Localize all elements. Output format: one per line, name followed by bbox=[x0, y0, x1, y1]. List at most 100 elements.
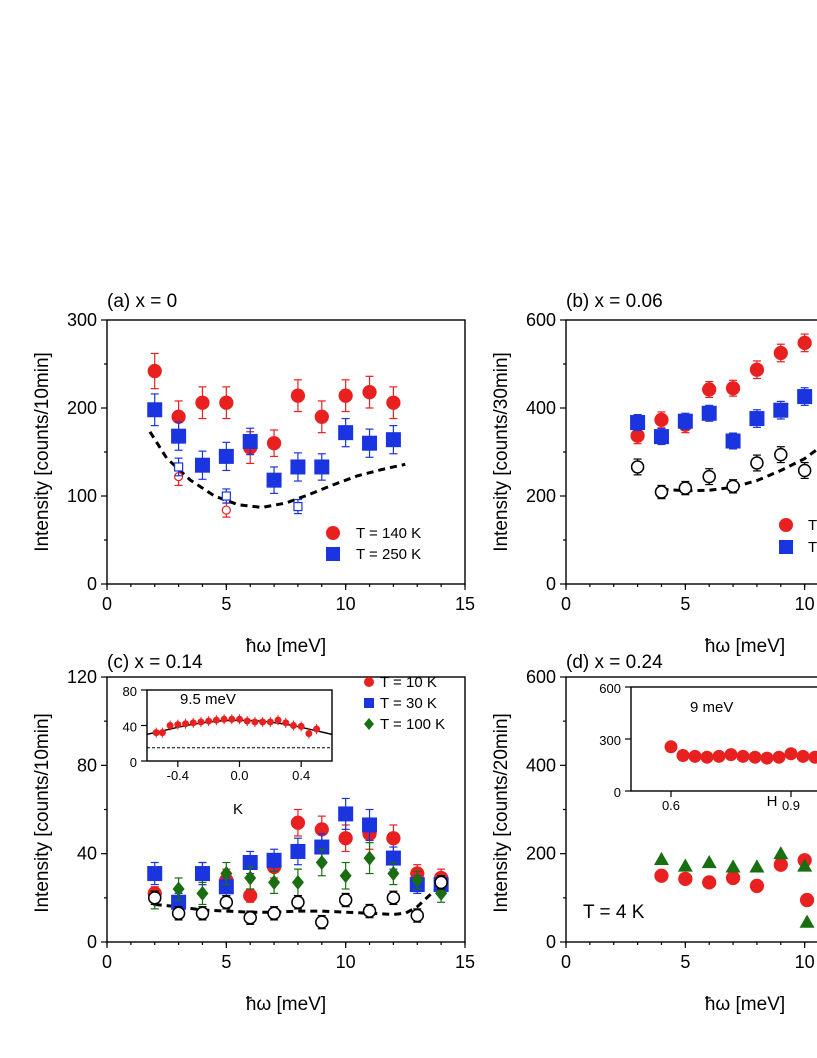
panel-a-point bbox=[171, 409, 186, 424]
panel-b-point bbox=[654, 412, 669, 428]
panel-c-point bbox=[147, 866, 163, 882]
panel-c-point bbox=[220, 866, 233, 882]
panel-a-plot: 0 5 10 15 0 100 200 300 bbox=[67, 310, 475, 614]
panel-d: (d) x = 0.24 ħω [meV] Intensity [counts/… bbox=[491, 652, 785, 1015]
panel-a-point bbox=[174, 462, 184, 472]
panel-d-series-1 bbox=[653, 846, 815, 928]
panel-c-inset-xtick-label: 0.0 bbox=[230, 768, 248, 783]
panel-c-legend-label-1: T = 10 K bbox=[380, 674, 437, 691]
panel-c-ytick-label: 120 bbox=[67, 667, 97, 687]
panel-c-point bbox=[362, 817, 378, 833]
panel-b-ytick-label: 200 bbox=[526, 486, 556, 506]
panel-a-point bbox=[242, 433, 258, 449]
panel-a-xtick-label: 5 bbox=[221, 594, 231, 614]
panel-a-ytick-label: 100 bbox=[67, 486, 97, 506]
panel-d-inset-point bbox=[664, 740, 678, 754]
panel-d-xlabel: ħω [meV] bbox=[705, 994, 785, 1015]
panel-b-ylabel: Intensity [counts/30min] bbox=[491, 352, 512, 552]
panel-a-legend-marker-1 bbox=[326, 526, 340, 540]
panel-d-point bbox=[701, 855, 717, 869]
panel-a-ytick-label: 0 bbox=[87, 574, 97, 594]
panel-c-inset-ytick-label: 80 bbox=[123, 684, 137, 699]
panel-a-frame bbox=[106, 319, 466, 585]
panel-c-point bbox=[267, 906, 281, 921]
panel-d-xtick-label: 10 bbox=[795, 952, 815, 972]
panel-c-point bbox=[314, 822, 329, 837]
panel-c-point bbox=[219, 895, 234, 909]
panel-c-inset-point bbox=[251, 718, 259, 726]
panel-c-inset-point bbox=[166, 722, 174, 729]
panel-c-point bbox=[315, 915, 329, 929]
panel-c-inset-point bbox=[220, 715, 228, 723]
panel-d-inset-point bbox=[700, 750, 714, 764]
panel-c-ytick-label: 40 bbox=[77, 844, 97, 864]
panel-d-inset-point bbox=[760, 751, 774, 765]
panel-d-inset-xlabel: H bbox=[767, 793, 778, 810]
panel-b-legend-marker-1 bbox=[779, 518, 793, 532]
panel-b-point bbox=[725, 433, 741, 449]
panel-c-point bbox=[242, 855, 258, 870]
panel-d-point bbox=[677, 858, 693, 872]
panel-d-point bbox=[773, 846, 789, 860]
panel-c-series-3 bbox=[147, 875, 448, 930]
panel-a-point bbox=[221, 505, 231, 515]
panel-c-inset-ytick-label: 40 bbox=[123, 720, 137, 735]
panel-b-point bbox=[630, 428, 645, 443]
panel-c-inset-point bbox=[228, 715, 236, 723]
panel-b-legend-marker-2 bbox=[779, 540, 793, 554]
panel-d-xtick-label: 0 bbox=[561, 952, 571, 972]
panel-c-point bbox=[435, 885, 448, 901]
panel-c-inset-xtick-label: 0.4 bbox=[292, 768, 310, 783]
panel-d-inset-ytick-label: 0 bbox=[614, 785, 621, 800]
panel-c-plot: 0 5 10 15 0 40 80 120 -0.4 0.0 0.4 0 40 80 bbox=[67, 667, 475, 972]
panel-d-inset-point bbox=[808, 750, 817, 764]
panel-c-inset-point bbox=[158, 729, 166, 737]
panel-b-point bbox=[749, 362, 765, 377]
panel-b-xlabel: ħω [meV] bbox=[705, 636, 785, 657]
panel-c-inset-point bbox=[243, 717, 251, 725]
panel-d-ytick-label: 400 bbox=[526, 755, 556, 775]
panel-c-inset-point bbox=[282, 719, 290, 727]
panel-b-point bbox=[701, 405, 717, 421]
panel-c: (c) x = 0.14 ħω [meV] Intensity [counts/… bbox=[32, 652, 445, 1015]
panel-b-point bbox=[773, 345, 788, 361]
panel-a-point bbox=[171, 428, 187, 444]
panel-c-inset-point bbox=[182, 720, 190, 728]
panel-c-inset-xlabel: K bbox=[233, 801, 243, 818]
panel-b-point bbox=[797, 463, 812, 478]
panel-d-plot: 0 5 10 0 200 400 600 0.6 0.9 0 300 600 bbox=[526, 667, 817, 972]
panel-c-series-1 bbox=[147, 797, 449, 912]
panel-c-point bbox=[386, 891, 401, 905]
panel-c-xtick-label: 10 bbox=[336, 952, 356, 972]
panel-a-legend-label-1: T = 140 K bbox=[356, 525, 421, 542]
panel-c-point bbox=[266, 852, 282, 868]
panel-d-point bbox=[725, 870, 741, 886]
panel-d-point bbox=[702, 875, 717, 890]
panel-c-point bbox=[195, 906, 210, 921]
panel-c-point bbox=[386, 831, 401, 846]
panel-d-inset-point bbox=[784, 747, 798, 761]
panel-b-xtick-label: 0 bbox=[561, 594, 571, 614]
panel-c-point bbox=[268, 874, 281, 890]
panel-a-point bbox=[218, 448, 234, 464]
panel-c-point bbox=[338, 831, 353, 846]
panel-a-point bbox=[195, 395, 210, 410]
panel-c-ytick-label: 80 bbox=[77, 755, 97, 775]
panel-a-point bbox=[338, 388, 353, 403]
panel-b-xtick-label: 5 bbox=[680, 594, 690, 614]
panel-c-point bbox=[171, 894, 187, 910]
panel-d-point bbox=[799, 914, 815, 928]
panel-b-point bbox=[749, 411, 765, 427]
panel-d-annotation: T = 4 K bbox=[583, 902, 645, 923]
panel-b-point bbox=[750, 456, 764, 470]
panel-c-point bbox=[194, 866, 210, 882]
panel-d-inset-annotation: 9 meV bbox=[690, 699, 733, 716]
panel-d-inset-ytick-label: 300 bbox=[599, 733, 621, 748]
panel-c-point bbox=[291, 895, 305, 909]
panel-a-ylabel: Intensity [counts/10min] bbox=[32, 352, 53, 552]
panel-c-point bbox=[244, 870, 257, 886]
panel-c-inset: -0.4 0.0 0.4 0 40 80 bbox=[123, 684, 333, 783]
panel-b-legend-label-1: T bbox=[808, 517, 817, 534]
panel-c-point bbox=[410, 908, 425, 923]
